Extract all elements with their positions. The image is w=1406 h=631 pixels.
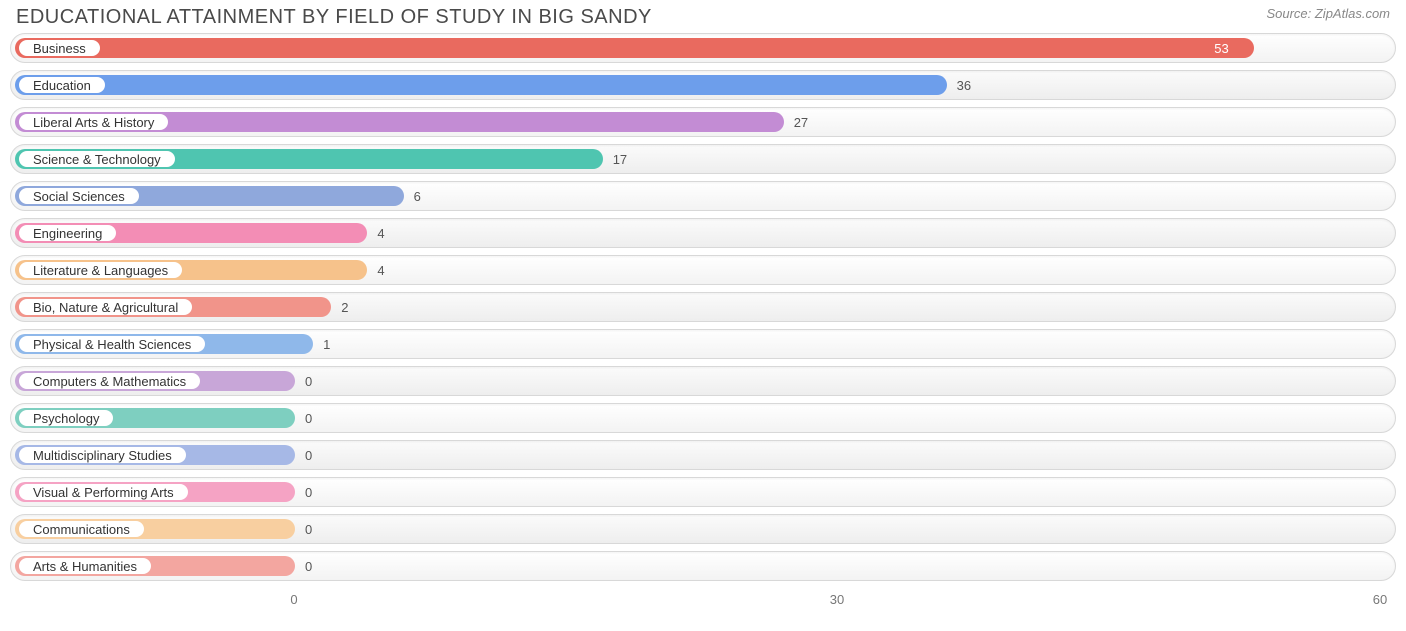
bar-fill [15, 38, 1254, 58]
bar-row: Psychology 0 [10, 403, 1396, 433]
value-label: 0 [305, 552, 312, 580]
category-label-pill: Education [17, 75, 107, 95]
value-label: 6 [414, 182, 421, 210]
bar-row: Engineering 4 [10, 218, 1396, 248]
category-label-pill: Science & Technology [17, 149, 177, 169]
bar-row: Bio, Nature & Agricultural 2 [10, 292, 1396, 322]
category-label-pill: Multidisciplinary Studies [17, 445, 188, 465]
value-label: 17 [613, 145, 627, 173]
category-label-pill: Psychology [17, 408, 115, 428]
x-axis-tick: 0 [290, 592, 297, 607]
value-label: 1 [323, 330, 330, 358]
bar-row: Communications 0 [10, 514, 1396, 544]
x-axis-tick: 60 [1373, 592, 1387, 607]
value-label: 4 [377, 219, 384, 247]
value-label: 0 [305, 367, 312, 395]
value-label: 0 [305, 441, 312, 469]
category-label-pill: Communications [17, 519, 146, 539]
value-label: 0 [305, 515, 312, 543]
value-label: 27 [794, 108, 808, 136]
value-label: 0 [305, 404, 312, 432]
bar-row: Multidisciplinary Studies 0 [10, 440, 1396, 470]
category-label-pill: Liberal Arts & History [17, 112, 170, 132]
category-label-pill: Engineering [17, 223, 118, 243]
value-label: 53 [1214, 34, 1228, 62]
value-label: 4 [377, 256, 384, 284]
category-label-pill: Computers & Mathematics [17, 371, 202, 391]
bar-fill [15, 75, 947, 95]
bar-row: Computers & Mathematics 0 [10, 366, 1396, 396]
category-label-pill: Social Sciences [17, 186, 141, 206]
bar-row: Education 36 [10, 70, 1396, 100]
x-axis-tick: 30 [830, 592, 844, 607]
bar-row: Liberal Arts & History 27 [10, 107, 1396, 137]
value-label: 0 [305, 478, 312, 506]
bar-row: Arts & Humanities 0 [10, 551, 1396, 581]
category-label-pill: Bio, Nature & Agricultural [17, 297, 194, 317]
bar-row: Science & Technology 17 [10, 144, 1396, 174]
category-label-pill: Literature & Languages [17, 260, 184, 280]
bar-row: Physical & Health Sciences 1 [10, 329, 1396, 359]
category-label-pill: Business [17, 38, 102, 58]
x-axis: 0 30 60 [10, 588, 1396, 618]
bar-row: Visual & Performing Arts 0 [10, 477, 1396, 507]
chart-source: Source: ZipAtlas.com [1266, 6, 1390, 21]
category-label-pill: Visual & Performing Arts [17, 482, 190, 502]
value-label: 36 [957, 71, 971, 99]
bar-row: Business 53 [10, 33, 1396, 63]
chart-area: Business 53 Education 36 Liberal Arts & Hist… [0, 31, 1406, 618]
bar-row: Literature & Languages 4 [10, 255, 1396, 285]
value-label: 2 [341, 293, 348, 321]
chart-title: EDUCATIONAL ATTAINMENT BY FIELD OF STUDY… [16, 6, 652, 29]
bar-row: Social Sciences 6 [10, 181, 1396, 211]
category-label-pill: Arts & Humanities [17, 556, 153, 576]
category-label-pill: Physical & Health Sciences [17, 334, 207, 354]
chart-header: EDUCATIONAL ATTAINMENT BY FIELD OF STUDY… [0, 0, 1406, 31]
